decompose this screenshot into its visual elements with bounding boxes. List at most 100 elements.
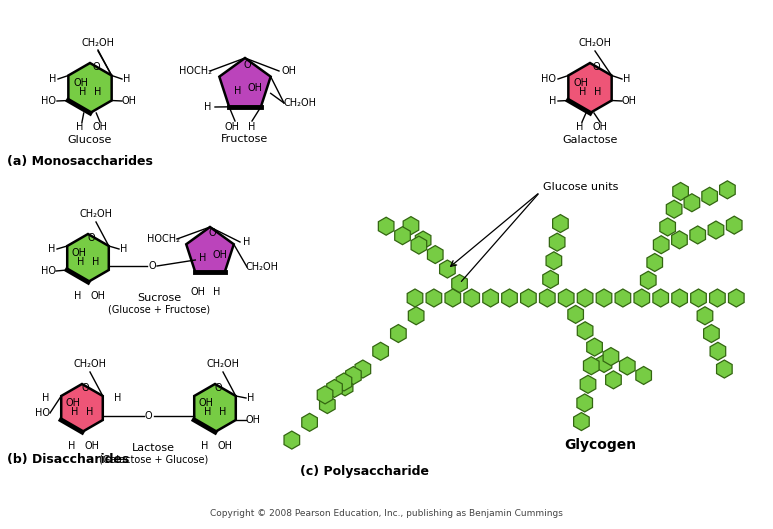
Polygon shape — [440, 260, 455, 278]
Polygon shape — [464, 289, 479, 307]
Polygon shape — [720, 181, 735, 199]
Polygon shape — [355, 360, 370, 378]
Polygon shape — [346, 367, 361, 385]
Text: OH: OH — [84, 441, 100, 451]
Text: OH: OH — [281, 66, 297, 76]
Polygon shape — [581, 376, 596, 394]
Polygon shape — [615, 289, 631, 307]
Text: OH: OH — [90, 291, 105, 301]
Polygon shape — [404, 216, 419, 234]
Text: O: O — [593, 62, 601, 72]
Polygon shape — [672, 231, 687, 249]
Polygon shape — [727, 216, 742, 234]
Text: OH: OH — [592, 122, 608, 132]
Text: CH₂OH: CH₂OH — [246, 262, 278, 272]
Text: OH: OH — [66, 398, 80, 408]
Polygon shape — [577, 289, 593, 307]
Polygon shape — [451, 275, 468, 293]
Polygon shape — [301, 413, 318, 431]
Polygon shape — [568, 63, 611, 113]
Polygon shape — [543, 270, 558, 288]
Polygon shape — [577, 394, 592, 412]
Text: CH₂OH: CH₂OH — [80, 209, 113, 219]
Text: H: H — [77, 257, 85, 267]
Polygon shape — [641, 271, 656, 289]
Polygon shape — [587, 338, 602, 356]
Text: HOCH₂: HOCH₂ — [147, 234, 179, 244]
Polygon shape — [67, 234, 109, 282]
Polygon shape — [568, 305, 584, 323]
Text: (c) Polysaccharide: (c) Polysaccharide — [300, 466, 429, 479]
Polygon shape — [666, 200, 682, 218]
Text: H: H — [201, 441, 209, 451]
Polygon shape — [710, 289, 725, 307]
Text: (b) Disaccharides: (b) Disaccharides — [7, 453, 129, 467]
Polygon shape — [577, 322, 593, 340]
Polygon shape — [647, 253, 662, 271]
Text: H: H — [243, 237, 250, 247]
Text: H: H — [204, 102, 212, 112]
Text: H: H — [74, 291, 82, 301]
Text: OH: OH — [71, 248, 87, 258]
Polygon shape — [553, 215, 568, 233]
Text: HO: HO — [542, 74, 557, 84]
Polygon shape — [520, 289, 536, 307]
Polygon shape — [717, 360, 732, 378]
Text: O: O — [243, 60, 250, 70]
Text: O: O — [145, 411, 152, 421]
Polygon shape — [702, 187, 717, 205]
Text: H: H — [550, 96, 557, 106]
Polygon shape — [708, 221, 724, 239]
Text: Lactose: Lactose — [132, 443, 175, 453]
Polygon shape — [319, 396, 335, 414]
Polygon shape — [558, 289, 574, 307]
Text: (Galactose + Glucose): (Galactose + Glucose) — [99, 455, 208, 465]
Text: H: H — [94, 87, 102, 97]
Text: H: H — [213, 287, 220, 297]
Text: Glycogen: Glycogen — [564, 438, 636, 452]
Text: O: O — [214, 382, 222, 393]
Polygon shape — [220, 58, 271, 107]
Polygon shape — [691, 289, 707, 307]
Polygon shape — [596, 354, 611, 372]
Text: CH₂OH: CH₂OH — [206, 359, 240, 369]
Polygon shape — [415, 231, 431, 249]
Text: H: H — [68, 441, 76, 451]
Polygon shape — [61, 384, 103, 432]
Text: CH₂OH: CH₂OH — [578, 38, 611, 48]
Text: OH: OH — [246, 415, 261, 425]
Text: (Glucose + Fructose): (Glucose + Fructose) — [108, 305, 210, 315]
Polygon shape — [690, 226, 706, 244]
Polygon shape — [426, 289, 441, 307]
Polygon shape — [619, 357, 635, 375]
Polygon shape — [407, 289, 423, 307]
Text: (a) Monosaccharides: (a) Monosaccharides — [7, 156, 153, 169]
Polygon shape — [337, 378, 353, 396]
Polygon shape — [445, 289, 461, 307]
Polygon shape — [327, 379, 342, 397]
Text: H: H — [87, 407, 94, 417]
Text: CH₂OH: CH₂OH — [81, 38, 114, 48]
Text: H: H — [248, 122, 256, 132]
Polygon shape — [606, 371, 621, 389]
Text: OH: OH — [73, 78, 88, 88]
Polygon shape — [697, 307, 713, 325]
Polygon shape — [68, 63, 111, 113]
Text: OH: OH — [621, 96, 636, 106]
Polygon shape — [636, 367, 652, 385]
Text: H: H — [49, 74, 56, 84]
Polygon shape — [483, 289, 499, 307]
Text: HO: HO — [40, 266, 56, 276]
Polygon shape — [540, 289, 555, 307]
Polygon shape — [336, 373, 352, 391]
Polygon shape — [584, 357, 599, 375]
Text: O: O — [148, 261, 156, 271]
Polygon shape — [546, 252, 562, 270]
Polygon shape — [603, 348, 618, 366]
Text: H: H — [48, 244, 56, 254]
Text: H: H — [43, 393, 49, 403]
Text: H: H — [594, 87, 601, 97]
Polygon shape — [411, 236, 427, 254]
Text: H: H — [114, 393, 121, 403]
Polygon shape — [660, 218, 676, 236]
